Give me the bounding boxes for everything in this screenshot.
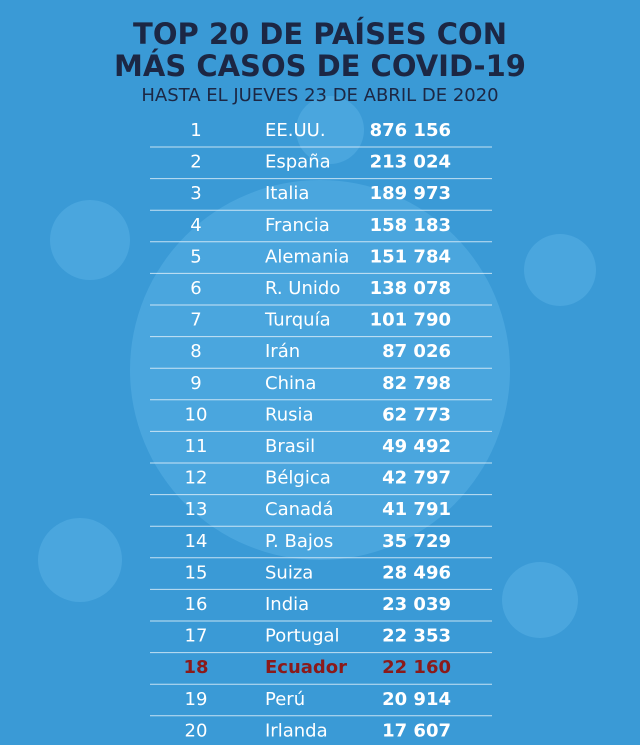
cases: 42 797	[382, 468, 451, 489]
country: Irlanda	[265, 720, 328, 741]
cases: 213 024	[370, 152, 451, 173]
rank: 6	[190, 278, 201, 299]
rank: 2	[190, 152, 201, 173]
rank: 10	[185, 404, 208, 425]
rank: 3	[190, 183, 201, 204]
country: India	[265, 594, 309, 615]
cases: 82 798	[382, 373, 451, 394]
cases: 189 973	[370, 183, 451, 204]
country: Italia	[265, 183, 309, 204]
country: Brasil	[265, 436, 315, 457]
country: Irán	[265, 341, 300, 362]
rank: 17	[185, 626, 208, 647]
title-line: TOP 20 DE PAÍSES CON	[133, 17, 507, 51]
rank: 20	[185, 720, 208, 741]
rank: 5	[190, 246, 201, 267]
country: China	[265, 373, 316, 394]
rank: 11	[185, 436, 208, 457]
country: Ecuador	[265, 657, 347, 678]
cases: 62 773	[382, 404, 451, 425]
cases: 876 156	[370, 120, 451, 141]
cases: 20 914	[382, 689, 451, 710]
rank: 15	[185, 562, 208, 583]
rank: 16	[185, 594, 208, 615]
country: P. Bajos	[265, 531, 333, 552]
cases: 22 353	[382, 626, 451, 647]
cases: 35 729	[382, 531, 451, 552]
cases: 22 160	[382, 657, 451, 678]
cases: 17 607	[382, 720, 451, 741]
country: Suiza	[265, 562, 313, 583]
country: Francia	[265, 215, 330, 236]
cases: 28 496	[382, 562, 451, 583]
cases: 87 026	[382, 341, 451, 362]
country: Rusia	[265, 404, 314, 425]
country: EE.UU.	[265, 120, 326, 141]
country: Portugal	[265, 626, 340, 647]
rank: 13	[185, 499, 208, 520]
country: España	[265, 152, 331, 173]
rank: 1	[190, 120, 201, 141]
cases: 158 183	[370, 215, 451, 236]
rank: 18	[183, 657, 208, 678]
country: Perú	[265, 689, 305, 710]
cases: 23 039	[382, 594, 451, 615]
cases: 49 492	[382, 436, 451, 457]
cases: 41 791	[382, 499, 451, 520]
rank: 19	[185, 689, 208, 710]
cases: 101 790	[370, 310, 451, 331]
cases: 151 784	[370, 246, 451, 267]
table: 1 EE.UU. 876 156 2 España 213 024 3 Italia 189 9…	[150, 120, 492, 741]
rank: 9	[190, 373, 201, 394]
country: Canadá	[265, 499, 334, 520]
rank: 7	[190, 310, 201, 331]
country: R. Unido	[265, 278, 340, 299]
country: Alemania	[265, 246, 349, 267]
rank: 8	[190, 341, 201, 362]
country: Bélgica	[265, 468, 331, 489]
title-line: MÁS CASOS DE COVID-19	[114, 49, 526, 83]
rank: 14	[185, 531, 208, 552]
subtitle: HASTA EL JUEVES 23 DE ABRIL DE 2020	[141, 85, 498, 106]
country: Turquía	[264, 310, 331, 331]
cases: 138 078	[370, 278, 451, 299]
rank: 4	[190, 215, 201, 236]
rank: 12	[185, 468, 208, 489]
